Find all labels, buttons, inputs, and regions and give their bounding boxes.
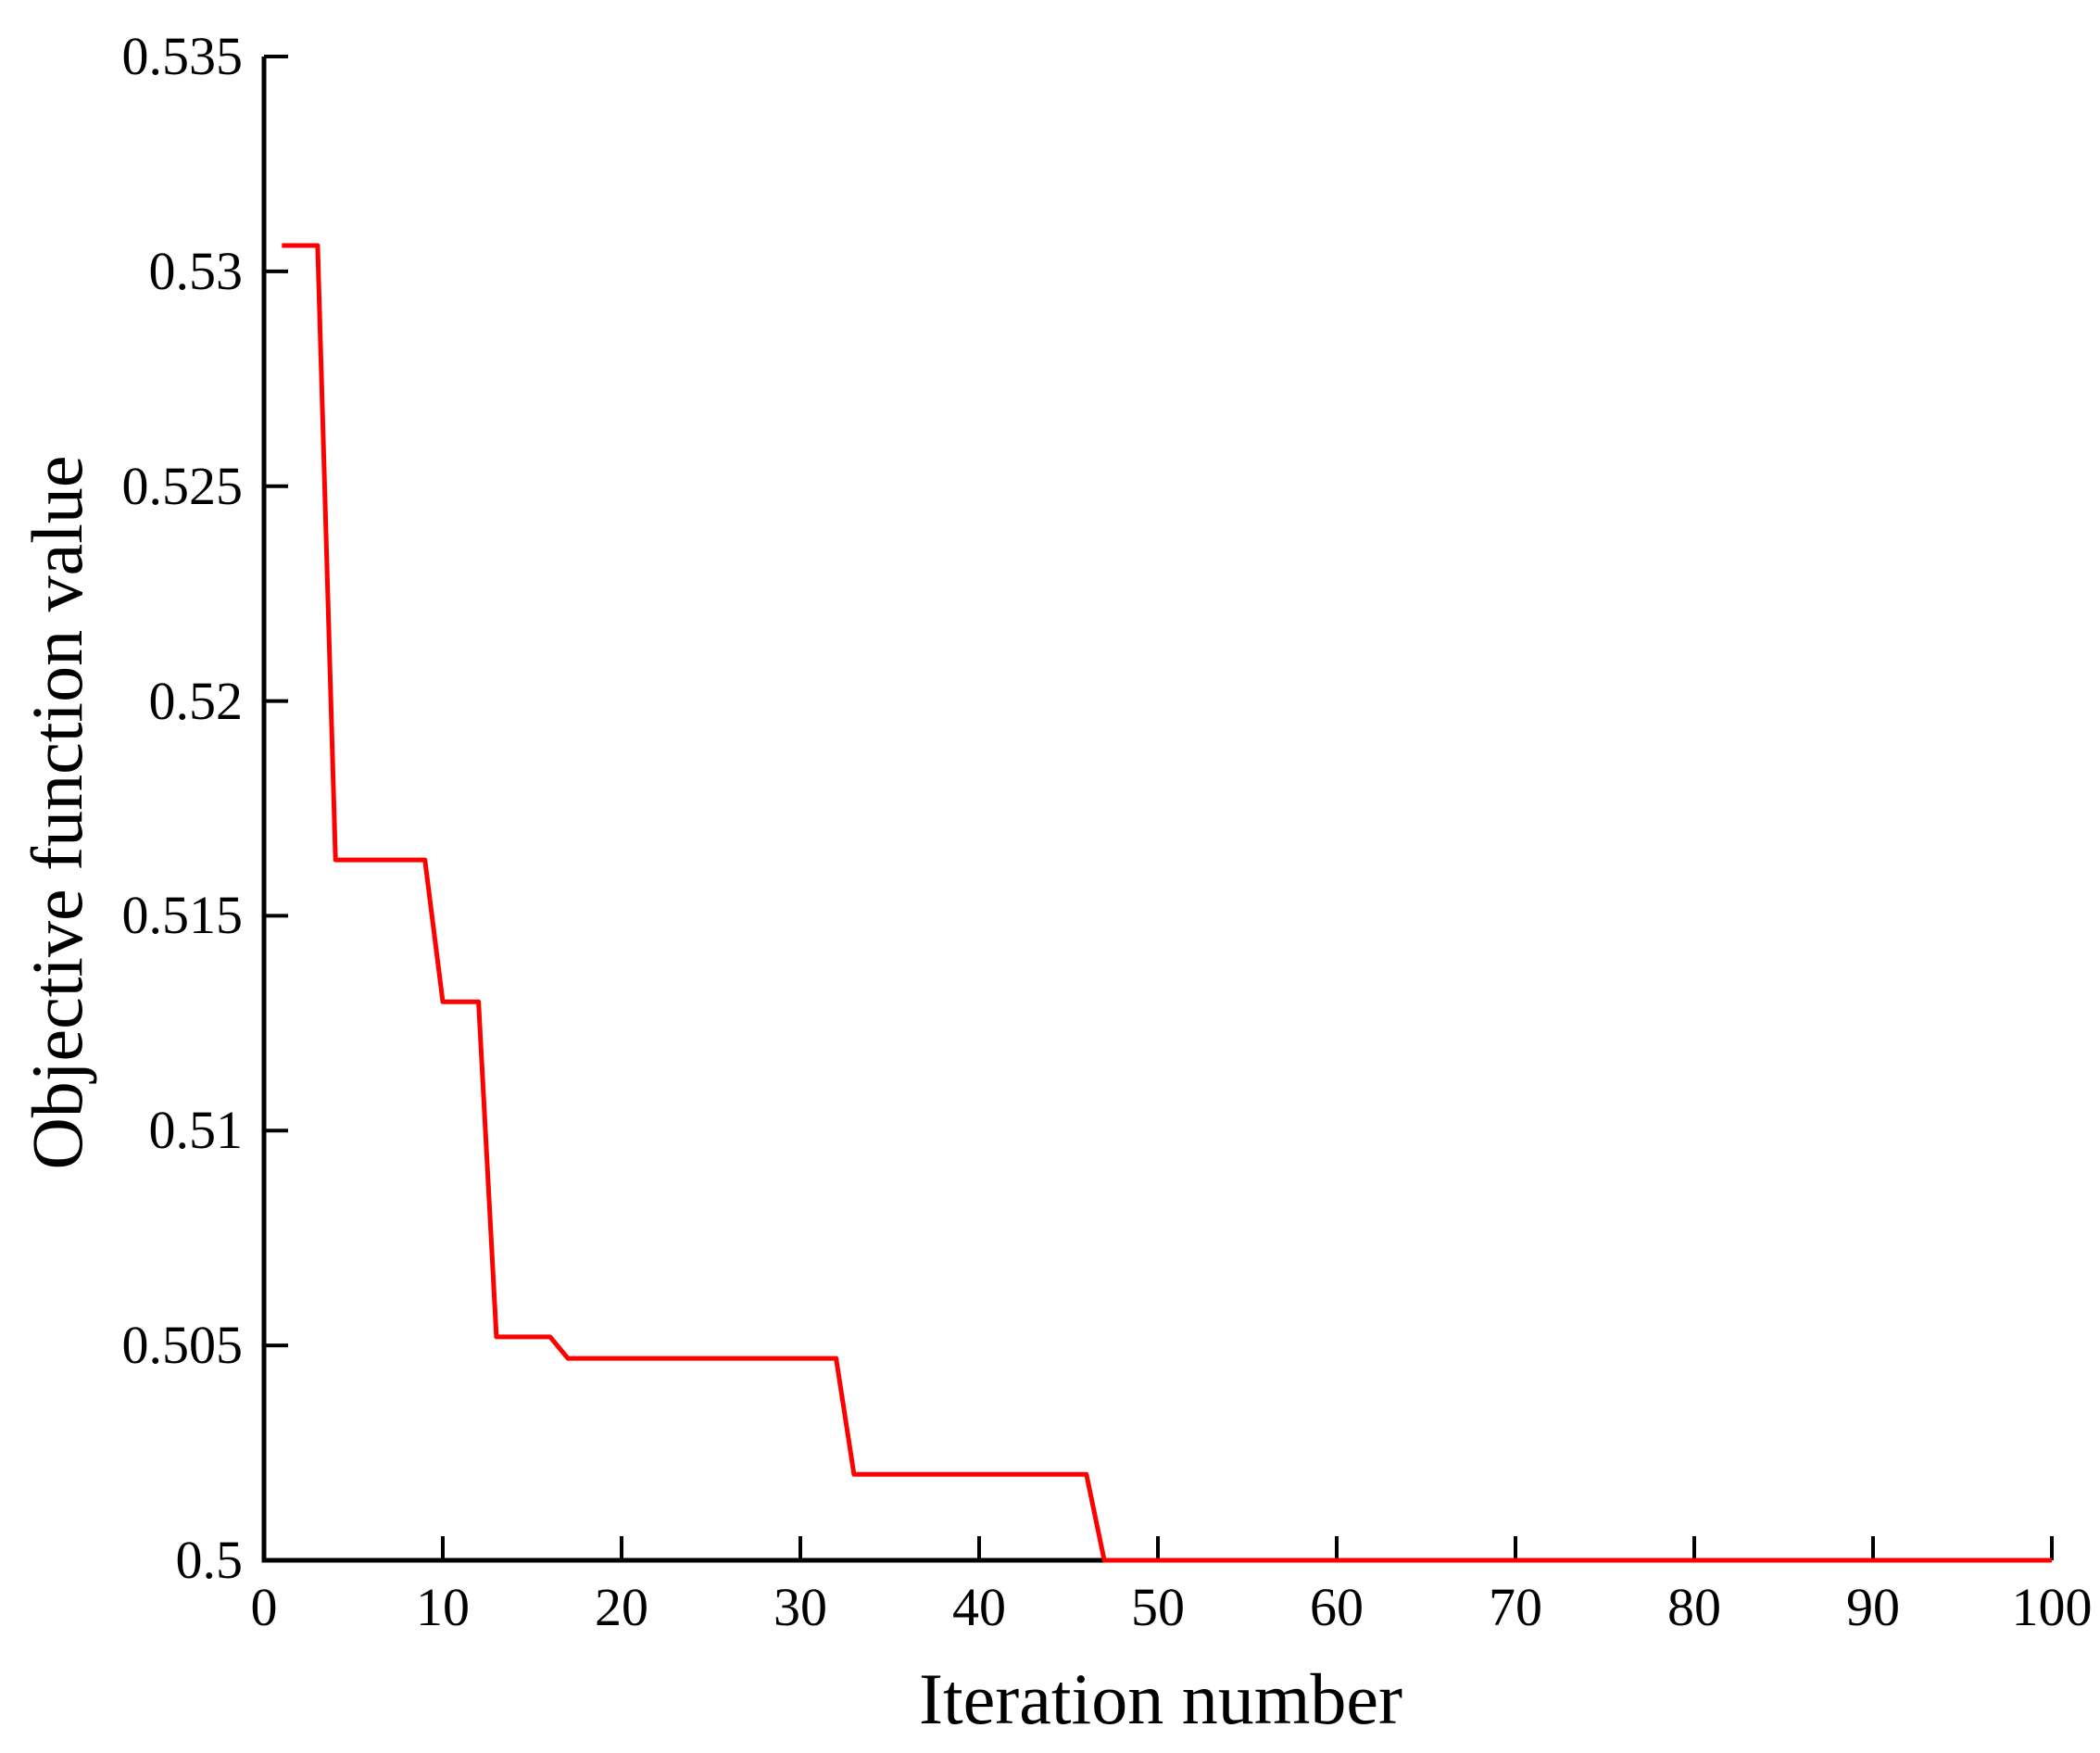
x-tick-label-30: 30 — [773, 1577, 827, 1637]
x-tick-label-50: 50 — [1131, 1577, 1185, 1637]
y-tick-label-0.52: 0.52 — [148, 670, 244, 731]
x-tick-label-10: 10 — [416, 1577, 470, 1637]
y-tick-label-0.525: 0.525 — [121, 455, 244, 516]
x-axis-title: Iteration number — [919, 1658, 1402, 1739]
y-tick-label-0.51: 0.51 — [148, 1100, 244, 1161]
y-tick-label-0.515: 0.515 — [121, 885, 244, 946]
x-tick-label-80: 80 — [1667, 1577, 1721, 1637]
x-tick-label-60: 60 — [1310, 1577, 1364, 1637]
x-tick-label-20: 20 — [595, 1577, 648, 1637]
series-objective-function-value — [282, 243, 2052, 1563]
x-tick-label-90: 90 — [1846, 1577, 1900, 1637]
x-tick-label-70: 70 — [1489, 1577, 1542, 1637]
y-tick-label-0.535: 0.535 — [121, 26, 244, 86]
x-tick-label-100: 100 — [2011, 1577, 2093, 1637]
y-axis-title: Objective function value — [17, 455, 97, 1170]
y-tick-label-0.505: 0.505 — [121, 1315, 244, 1376]
y-tick-label-0.5: 0.5 — [175, 1530, 244, 1590]
y-tick-label-0.53: 0.53 — [148, 240, 244, 301]
x-tick-label-0: 0 — [250, 1577, 278, 1637]
x-tick-label-40: 40 — [952, 1577, 1006, 1637]
